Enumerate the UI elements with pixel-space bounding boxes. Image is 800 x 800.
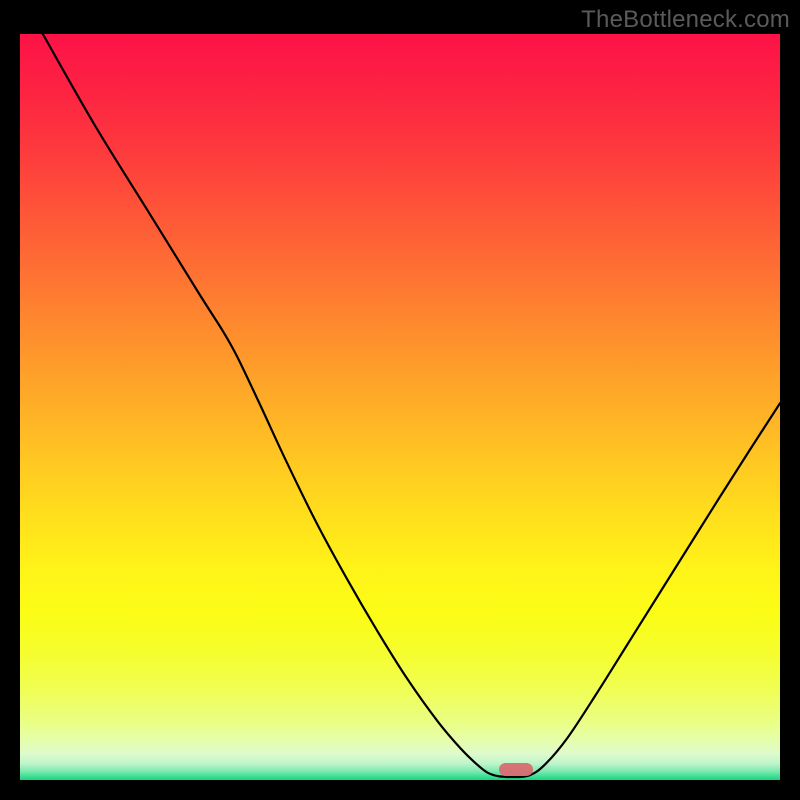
watermark-text: TheBottleneck.com — [581, 6, 790, 34]
bottleneck-chart — [20, 34, 780, 780]
chart-frame: TheBottleneck.com — [0, 0, 800, 800]
plot-area — [20, 34, 780, 780]
optimal-marker — [499, 763, 533, 776]
